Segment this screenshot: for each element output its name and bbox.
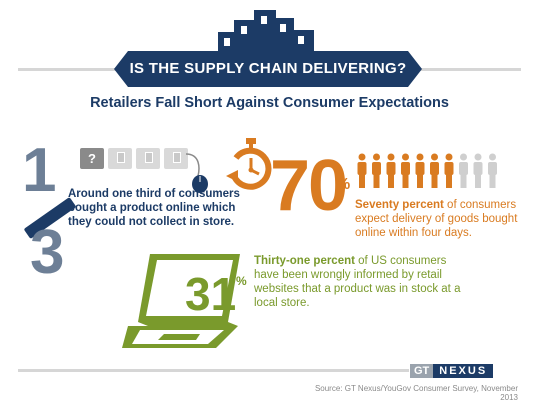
stat-31-percent-sign: % (236, 274, 247, 288)
person-empty-icon (488, 153, 497, 188)
stat-70-text: of consumers expect delivery of goods bo… (355, 199, 518, 239)
one-third-description: Around one third of consumers bought a p… (68, 188, 240, 228)
question-box-icon: ? (80, 148, 104, 169)
person-empty-icon (459, 153, 468, 188)
logo-gt: GT (410, 364, 434, 378)
stat-70-percent-sign: % (336, 176, 351, 193)
mouse-icon (185, 153, 208, 193)
stacked-boxes-icon (218, 10, 314, 52)
stat-31-highlight: Thirty-one percent (254, 255, 355, 267)
box-icon (108, 148, 132, 169)
person-filled-icon (357, 153, 367, 188)
logo-nexus: NEXUS (433, 364, 494, 378)
person-filled-icon (372, 153, 381, 188)
box-icon (164, 148, 188, 169)
stat-70-description: Seventy percent of consumers expect deli… (355, 198, 530, 240)
person-filled-icon (415, 153, 425, 188)
stat-31-description: Thirty-one percent of US consumers have … (254, 254, 474, 310)
footer-rule (18, 369, 409, 372)
person-filled-icon (430, 153, 439, 188)
box-icon (136, 148, 160, 169)
title-banner: IS THE SUPPLY CHAIN DELIVERING? (114, 51, 422, 87)
gt-nexus-logo: GT NEXUS (410, 364, 494, 378)
stat-31-text: of US consumers have been wrongly inform… (254, 255, 461, 309)
page-title: IS THE SUPPLY CHAIN DELIVERING? (129, 60, 407, 77)
fraction-numerator: 1 (22, 136, 57, 205)
people-pictogram (357, 153, 497, 188)
stat-31-value: 31 (185, 268, 237, 320)
fraction-denominator: 3 (30, 218, 65, 287)
person-filled-icon (444, 153, 454, 188)
stopwatch-icon (226, 138, 272, 190)
person-empty-icon (473, 153, 483, 188)
person-filled-icon (386, 153, 396, 188)
source-note: Source: GT Nexus/YouGov Consumer Survey,… (314, 384, 518, 402)
laptop-icon (122, 254, 240, 348)
person-filled-icon (401, 153, 410, 188)
stat-70-highlight: Seventy percent (355, 199, 444, 211)
page-subtitle: Retailers Fall Short Against Consumer Ex… (90, 95, 449, 111)
stat-70-value: 70 (270, 146, 348, 226)
